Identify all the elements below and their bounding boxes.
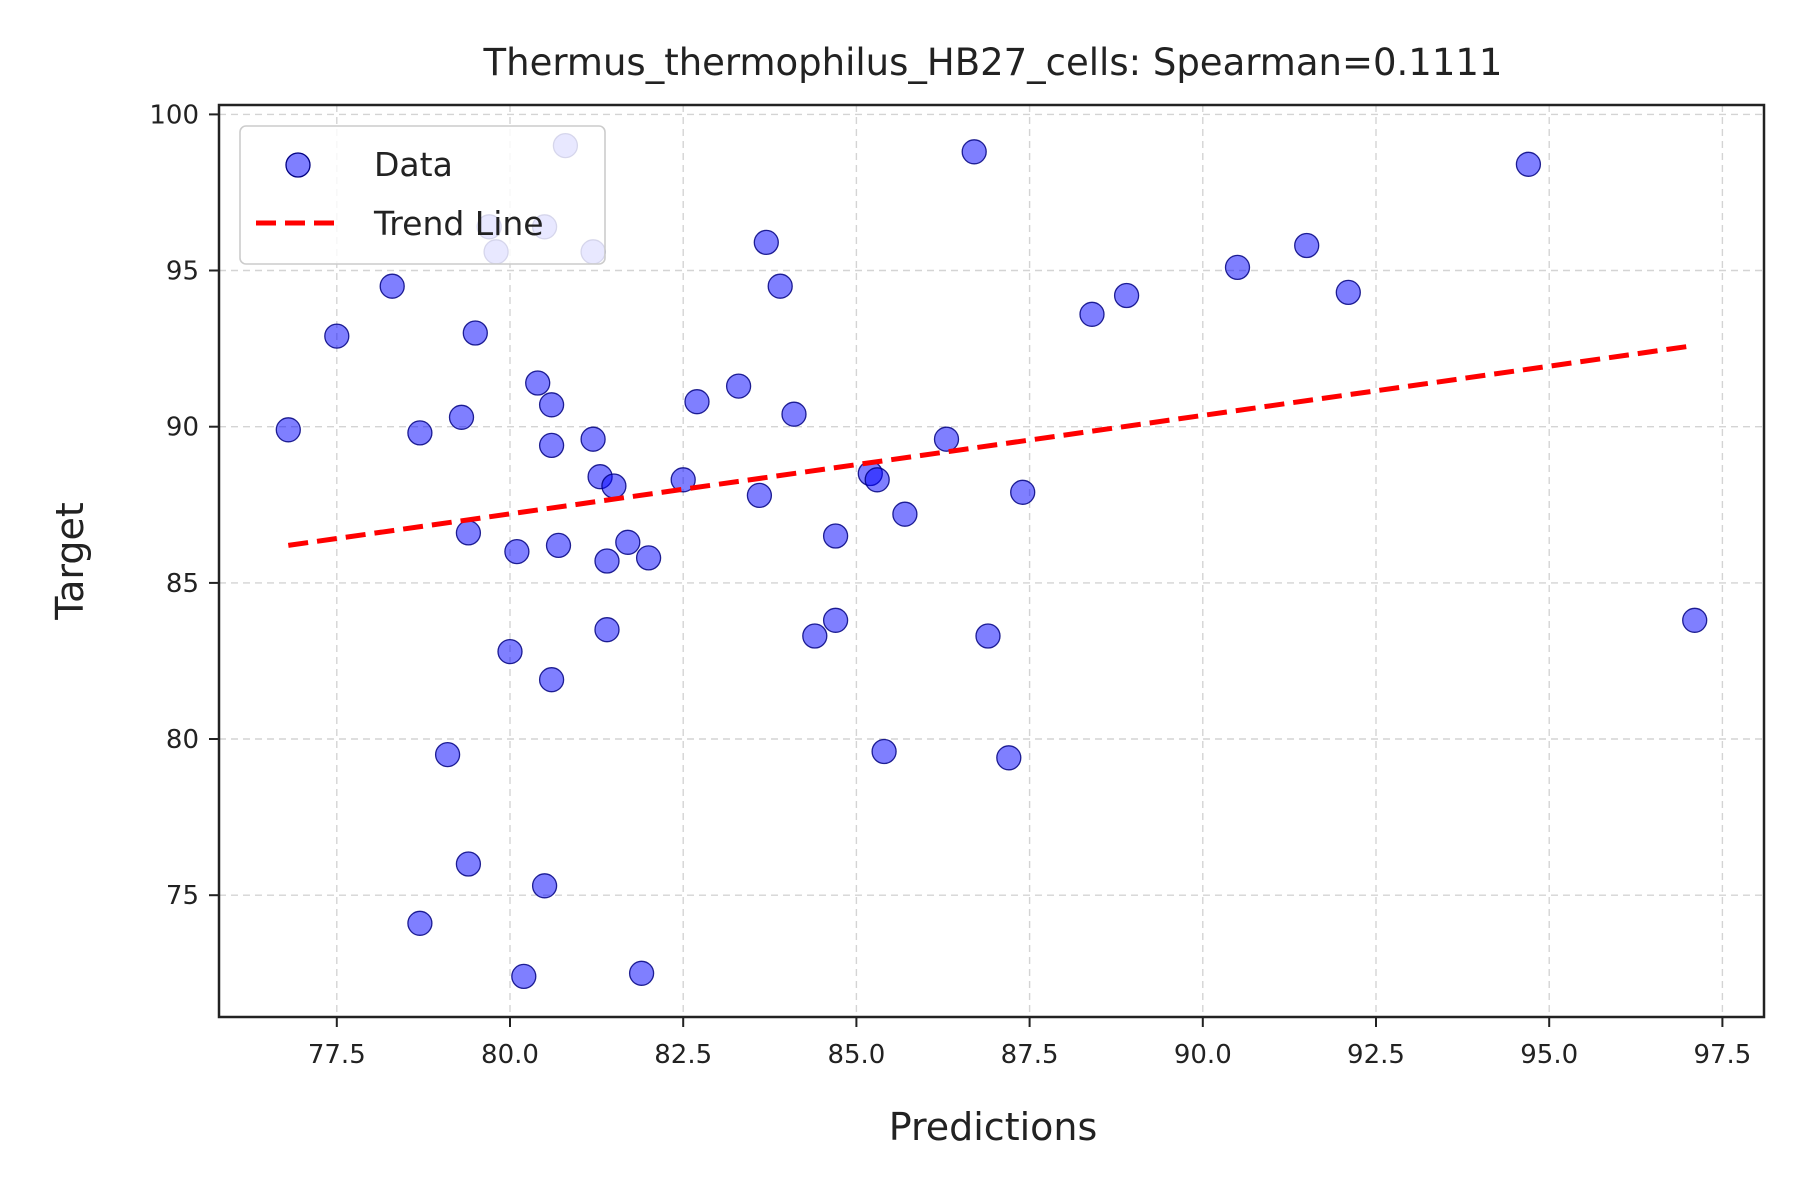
data-point: [407, 420, 433, 446]
legend-label-data: Data: [374, 145, 453, 184]
data-point: [497, 638, 523, 665]
data-point: [635, 545, 662, 571]
x-tick-label: 82.5: [654, 1040, 712, 1070]
x-tick-label: 87.5: [1001, 1040, 1059, 1070]
data-point: [615, 529, 641, 555]
data-point: [1010, 479, 1036, 505]
x-tick-label: 92.5: [1347, 1040, 1405, 1070]
data-point: [628, 960, 655, 986]
legend-label-trend-line: Trend Line: [373, 204, 544, 243]
x-tick-label: 90.0: [1174, 1040, 1232, 1070]
data-point: [802, 623, 828, 649]
data-point: [531, 873, 558, 899]
data-point: [511, 963, 537, 990]
x-tick-label: 97.5: [1693, 1040, 1751, 1070]
data-point: [781, 401, 807, 427]
data-point: [434, 741, 461, 768]
data-point: [822, 607, 849, 633]
data-point: [933, 426, 960, 452]
data-point: [545, 532, 572, 559]
data-point: [448, 404, 475, 430]
data-point: [746, 482, 773, 509]
data-point: [725, 373, 752, 399]
data-point: [455, 851, 482, 877]
data-point: [864, 467, 890, 493]
data-point: [455, 520, 482, 546]
data-point: [996, 745, 1022, 771]
data-point: [871, 738, 897, 765]
data-point: [594, 548, 620, 574]
legend: Data Trend Line: [239, 125, 606, 265]
chart-title: Thermus_thermophilus_HB27_cells: Spearma…: [483, 41, 1503, 84]
data-point: [538, 392, 565, 418]
data-point: [1079, 301, 1105, 327]
data-point: [594, 617, 620, 643]
data-point: [753, 229, 779, 256]
data-point: [407, 910, 433, 936]
trend-line: [287, 343, 1696, 548]
data-point: [538, 667, 565, 693]
data-point: [1113, 282, 1140, 309]
y-axis-label: Target: [48, 502, 92, 621]
data-point: [1335, 279, 1361, 306]
x-tick-label: 85.0: [827, 1040, 885, 1070]
data-point: [1515, 151, 1542, 177]
data-point: [275, 417, 301, 443]
y-tick-label: 80: [166, 725, 199, 755]
axes-ticks: 77.5 80.0 82.5 85.0 87.5 90.0 92.5 95.0 97.5 75 80…: [149, 100, 1751, 1070]
data-point: [580, 426, 606, 452]
plot-frame: [217, 103, 1766, 1019]
y-tick-label: 90: [166, 413, 199, 443]
y-tick-label: 85: [166, 569, 199, 599]
y-tick-label: 100: [149, 100, 199, 130]
x-axis-label: Predictions: [889, 1105, 1098, 1149]
grid: [219, 105, 1764, 1017]
x-tick-label: 95.0: [1520, 1040, 1578, 1070]
x-tick-label: 77.5: [308, 1040, 366, 1070]
data-point: [324, 323, 350, 349]
data-point: [767, 273, 793, 299]
data-point: [379, 273, 405, 299]
data-point: [504, 538, 530, 565]
data-point: [525, 370, 551, 396]
data-point: [684, 389, 710, 415]
y-tick-label: 95: [166, 257, 199, 287]
data-point: [975, 623, 1001, 649]
data-point: [961, 139, 987, 165]
data-point: [670, 467, 696, 493]
data-point: [1294, 232, 1320, 259]
data-point: [1224, 254, 1251, 281]
data-point: [462, 320, 488, 346]
plot-area: [275, 132, 1708, 990]
data-point: [822, 523, 849, 549]
data-point: [538, 432, 565, 459]
data-point: [1682, 607, 1708, 633]
legend-marker-data: [285, 152, 311, 178]
data-point: [892, 501, 918, 527]
x-tick-label: 80.0: [481, 1040, 539, 1070]
data-point: [601, 473, 627, 499]
y-tick-label: 75: [166, 881, 199, 911]
legend-box: [239, 125, 606, 265]
